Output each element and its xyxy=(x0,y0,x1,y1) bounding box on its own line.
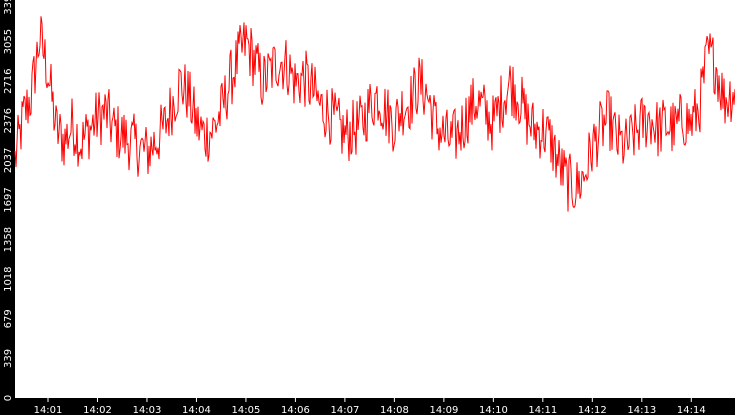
y-tick-label: 2716 xyxy=(3,68,14,93)
plot-area xyxy=(14,0,735,398)
y-tick-label: 2037 xyxy=(3,148,14,173)
y-tick-label: 3395 xyxy=(3,0,14,15)
x-tick-label: 14:07 xyxy=(330,405,359,415)
y-tick-label: 0 xyxy=(3,395,14,401)
y-tick-label: 1697 xyxy=(3,187,14,212)
x-tick-label: 14:13 xyxy=(627,405,656,415)
x-tick-label: 14:12 xyxy=(578,405,607,415)
x-tick-label: 14:11 xyxy=(528,405,557,415)
x-tick-label: 14:06 xyxy=(281,405,310,415)
x-tick-label: 14:03 xyxy=(133,405,162,415)
y-tick-label: 679 xyxy=(3,309,14,328)
x-tick-label: 14:02 xyxy=(83,405,112,415)
y-axis: 0 339 679 1018 1358 1697 2037 2376 2716 3055 3395 xyxy=(3,0,14,401)
series-line-0 xyxy=(14,16,735,212)
x-axis: 14:01 14:02 14:03 14:04 14:05 14:06 14:07 14:08… xyxy=(34,398,706,415)
x-tick-label: 14:09 xyxy=(429,405,458,415)
x-tick-label: 14:08 xyxy=(380,405,409,415)
y-tick-label: 2376 xyxy=(3,108,14,133)
plot-background xyxy=(15,0,735,398)
x-tick-label: 14:14 xyxy=(677,405,706,415)
x-tick-label: 14:01 xyxy=(34,405,63,415)
y-tick-label: 1358 xyxy=(3,227,14,252)
y-tick-label: 1018 xyxy=(3,266,14,291)
x-tick-label: 14:04 xyxy=(182,405,211,415)
x-tick-label: 14:05 xyxy=(231,405,260,415)
y-tick-label: 3055 xyxy=(3,29,14,54)
x-tick-label: 14:10 xyxy=(479,405,508,415)
y-tick-label: 339 xyxy=(3,349,14,368)
